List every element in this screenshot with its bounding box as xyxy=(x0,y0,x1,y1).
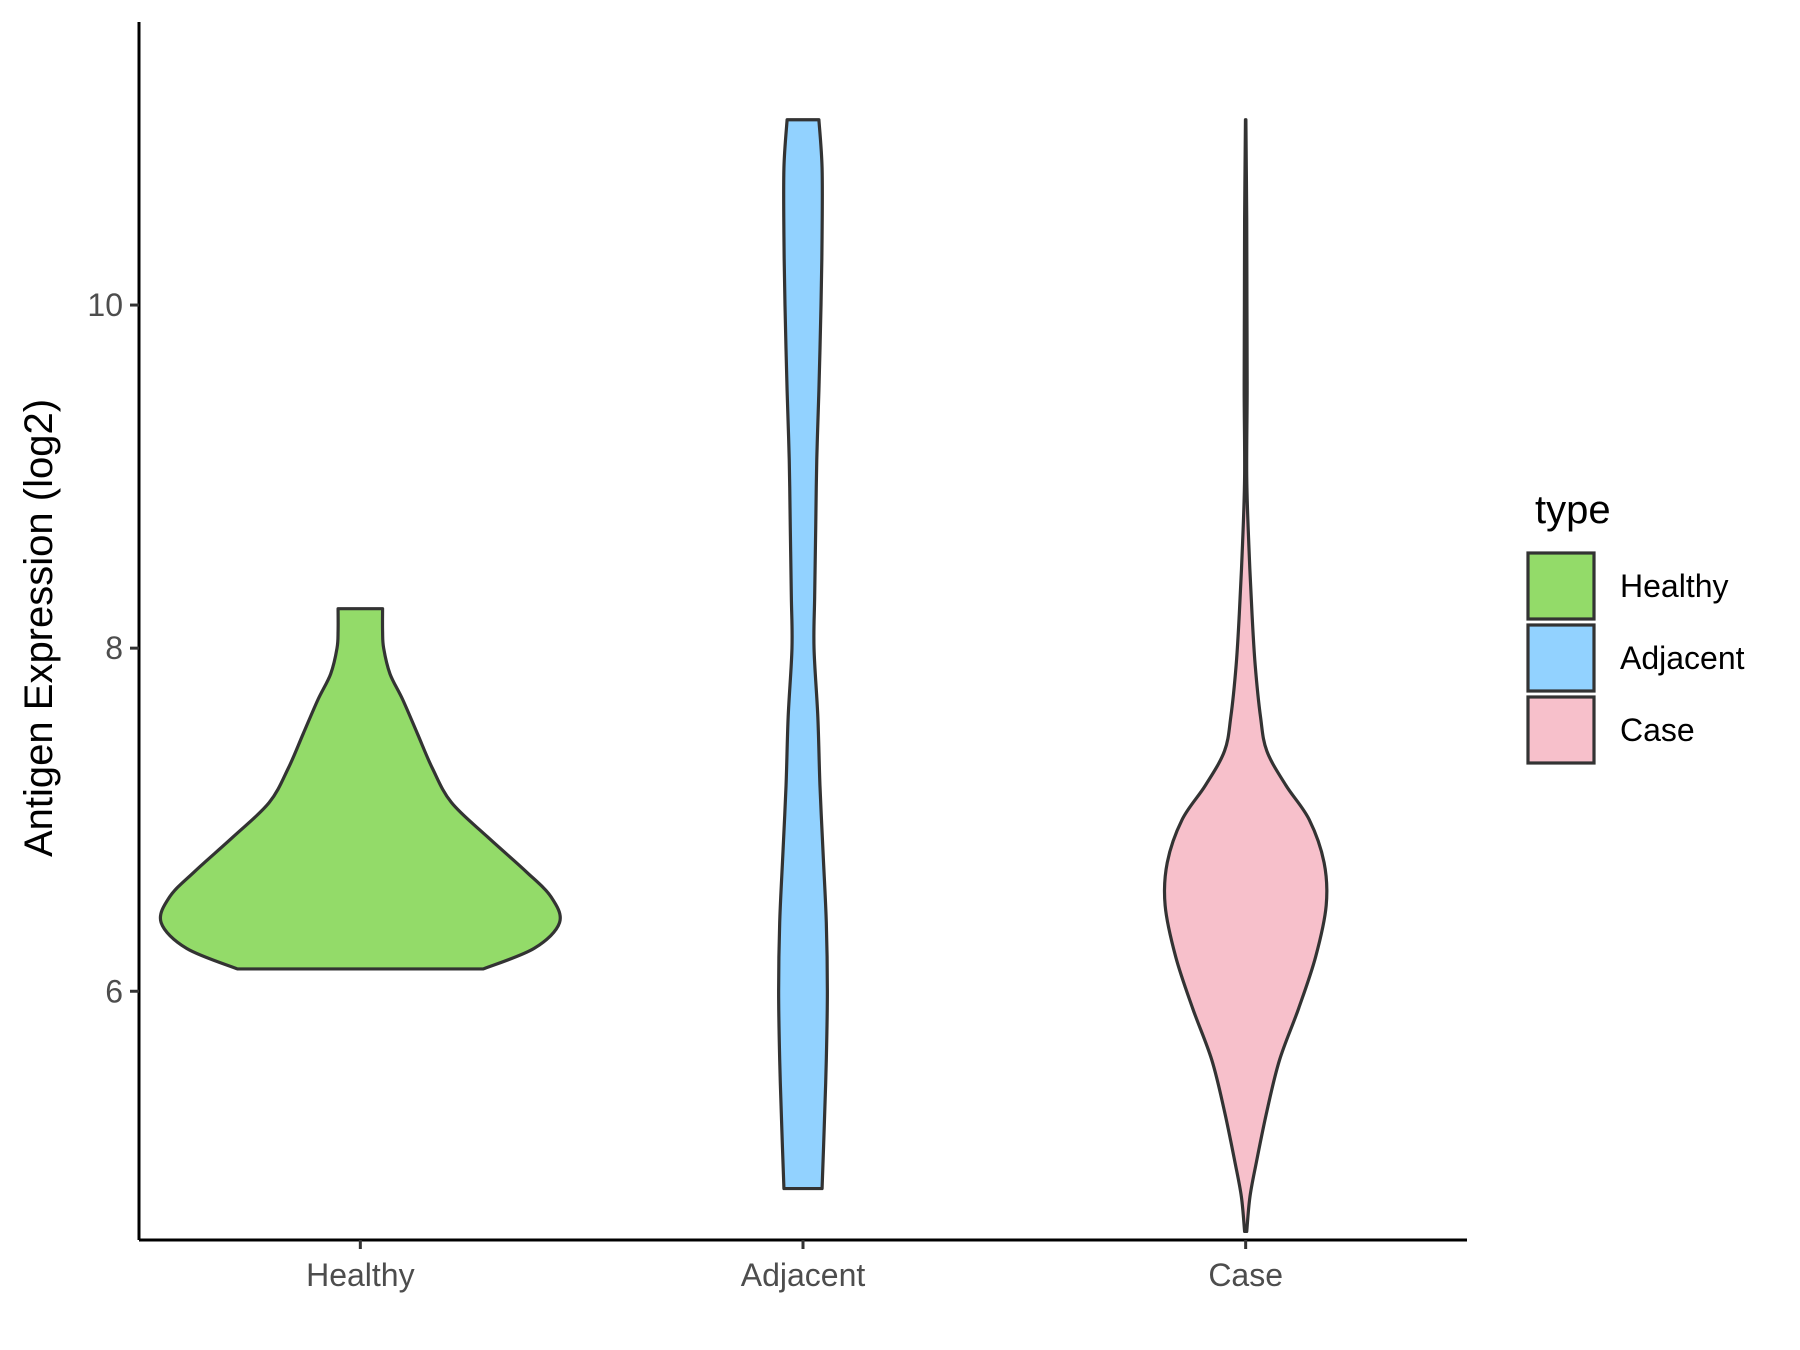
legend-key-adjacent xyxy=(1526,623,1596,693)
x-tick-label: Healthy xyxy=(306,1257,415,1293)
y-tick-label: 6 xyxy=(105,973,123,1009)
legend-label-healthy: Healthy xyxy=(1620,568,1729,604)
violin-healthy xyxy=(158,607,562,971)
legend-title: type xyxy=(1535,488,1611,532)
legend-key-healthy xyxy=(1526,551,1596,621)
x-tick-label: Case xyxy=(1208,1257,1283,1293)
legend-label-case: Case xyxy=(1620,712,1695,748)
legend: type Healthy Adjacent Case xyxy=(1526,488,1745,765)
violin-adjacent xyxy=(777,118,829,1191)
violins-layer xyxy=(158,118,1329,1234)
legend-label-adjacent: Adjacent xyxy=(1620,640,1745,676)
violin-case xyxy=(1162,118,1329,1234)
y-ticks: 6 8 10 xyxy=(87,287,139,1009)
legend-items: Healthy Adjacent Case xyxy=(1526,551,1745,765)
legend-key-case xyxy=(1526,695,1596,765)
x-tick-label: Adjacent xyxy=(741,1257,866,1293)
x-ticks: Healthy Adjacent Case xyxy=(306,1240,1283,1293)
y-axis-title: Antigen Expression (log2) xyxy=(17,399,61,857)
y-tick-label: 10 xyxy=(87,287,123,323)
y-tick-label: 8 xyxy=(105,630,123,666)
